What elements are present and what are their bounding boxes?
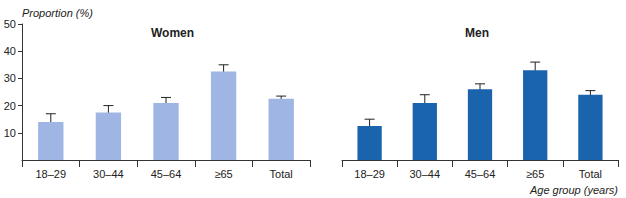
svg-text:18–29: 18–29	[36, 168, 67, 180]
svg-text:Total: Total	[270, 168, 293, 180]
svg-text:Proportion (%): Proportion (%)	[22, 7, 93, 19]
svg-text:18–29: 18–29	[354, 168, 385, 180]
svg-text:30–44: 30–44	[410, 168, 441, 180]
svg-text:20: 20	[4, 100, 16, 112]
svg-text:Total: Total	[579, 168, 602, 180]
svg-text:30: 30	[4, 72, 16, 84]
svg-text:50: 50	[4, 18, 16, 30]
svg-text:40: 40	[4, 45, 16, 57]
svg-text:30–44: 30–44	[93, 168, 124, 180]
svg-text:≥65: ≥65	[214, 168, 232, 180]
svg-text:45–64: 45–64	[465, 168, 496, 180]
svg-text:≥65: ≥65	[526, 168, 544, 180]
svg-text:Age group (years): Age group (years)	[529, 184, 618, 196]
svg-text:45–64: 45–64	[151, 168, 182, 180]
svg-text:Men: Men	[465, 26, 489, 40]
svg-text:Women: Women	[151, 26, 194, 40]
svg-text:10: 10	[4, 127, 16, 139]
